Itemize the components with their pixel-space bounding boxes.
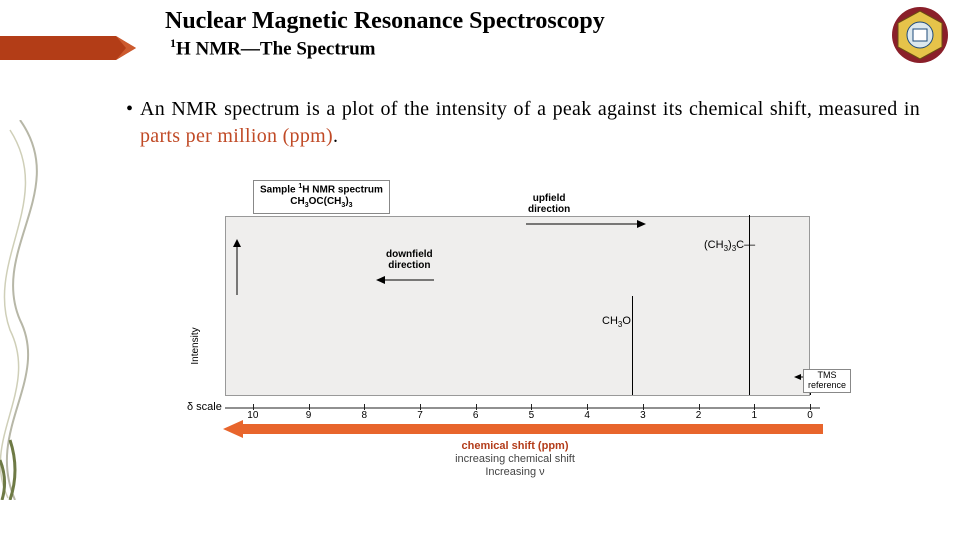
tms-l2: reference: [808, 380, 846, 390]
chemical-shift-arrow: [223, 420, 823, 438]
body-pre: An NMR spectrum is a plot of the intensi…: [140, 98, 920, 120]
peak-label-ch3o: CH3O: [602, 315, 631, 329]
inc1-label: increasing chemical shift: [455, 453, 575, 465]
pl-right-a: (CH: [704, 239, 724, 251]
upfield-label: upfield direction: [528, 193, 570, 215]
intensity-arrow-icon: [232, 239, 242, 295]
slide-title: Nuclear Magnetic Resonance Spectroscopy: [165, 8, 605, 35]
body-paragraph: • An NMR spectrum is a plot of the inten…: [140, 96, 920, 150]
bullet: •: [126, 96, 133, 123]
upfield-l1: upfield: [533, 193, 566, 204]
tms-reference-box: TMS reference: [803, 369, 851, 393]
ribbon-arrow: [0, 30, 150, 66]
pl-left-b: O: [622, 315, 631, 327]
downfield-l1: downfield: [386, 249, 433, 260]
downfield-label: downfield direction: [386, 249, 433, 271]
delta-scale-label: δ scale: [187, 401, 222, 413]
sample-l2-b: OC(CH: [309, 196, 342, 207]
peak-ch3o: [632, 296, 633, 395]
slide-subtitle: 1H NMR—The Spectrum: [170, 36, 375, 60]
pl-left-a: CH: [602, 315, 618, 327]
university-crest-logo: [890, 5, 950, 65]
nmr-figure: Sample 1H NMR spectrum CH3OC(CH3)3 Inten…: [195, 186, 835, 506]
sample-l2-c-sub: 3: [349, 202, 353, 209]
pl-right-c: C—: [736, 239, 755, 251]
tms-l1: TMS: [817, 370, 836, 380]
peak-label-ch33c: (CH3)3C—: [704, 239, 755, 253]
sample-l2-a: CH: [290, 196, 304, 207]
cs-label: chemical shift (ppm): [462, 440, 569, 452]
axis-line: [225, 406, 820, 410]
sample-l1-pre: Sample: [260, 184, 298, 195]
body-post: .: [333, 125, 338, 147]
subtitle-text: H NMR—The Spectrum: [176, 38, 375, 59]
y-axis-label: Intensity: [190, 327, 201, 364]
plot-area: downfield direction upfield direction CH…: [225, 216, 810, 396]
upfield-arrow-icon: [526, 219, 646, 229]
downfield-l2: direction: [388, 260, 430, 271]
sample-label-box: Sample 1H NMR spectrum CH3OC(CH3)3: [253, 180, 390, 214]
left-flourish: [0, 120, 60, 500]
axis-caption: chemical shift (ppm) increasing chemical…: [195, 440, 835, 480]
sample-l1-post: H NMR spectrum: [302, 184, 383, 195]
x-axis: δ scale 109876543210: [205, 402, 817, 416]
downfield-arrow-icon: [376, 275, 434, 285]
body-highlight: parts per million (ppm): [140, 125, 333, 147]
upfield-l2: direction: [528, 204, 570, 215]
inc2-label: Increasing ν: [485, 466, 544, 478]
